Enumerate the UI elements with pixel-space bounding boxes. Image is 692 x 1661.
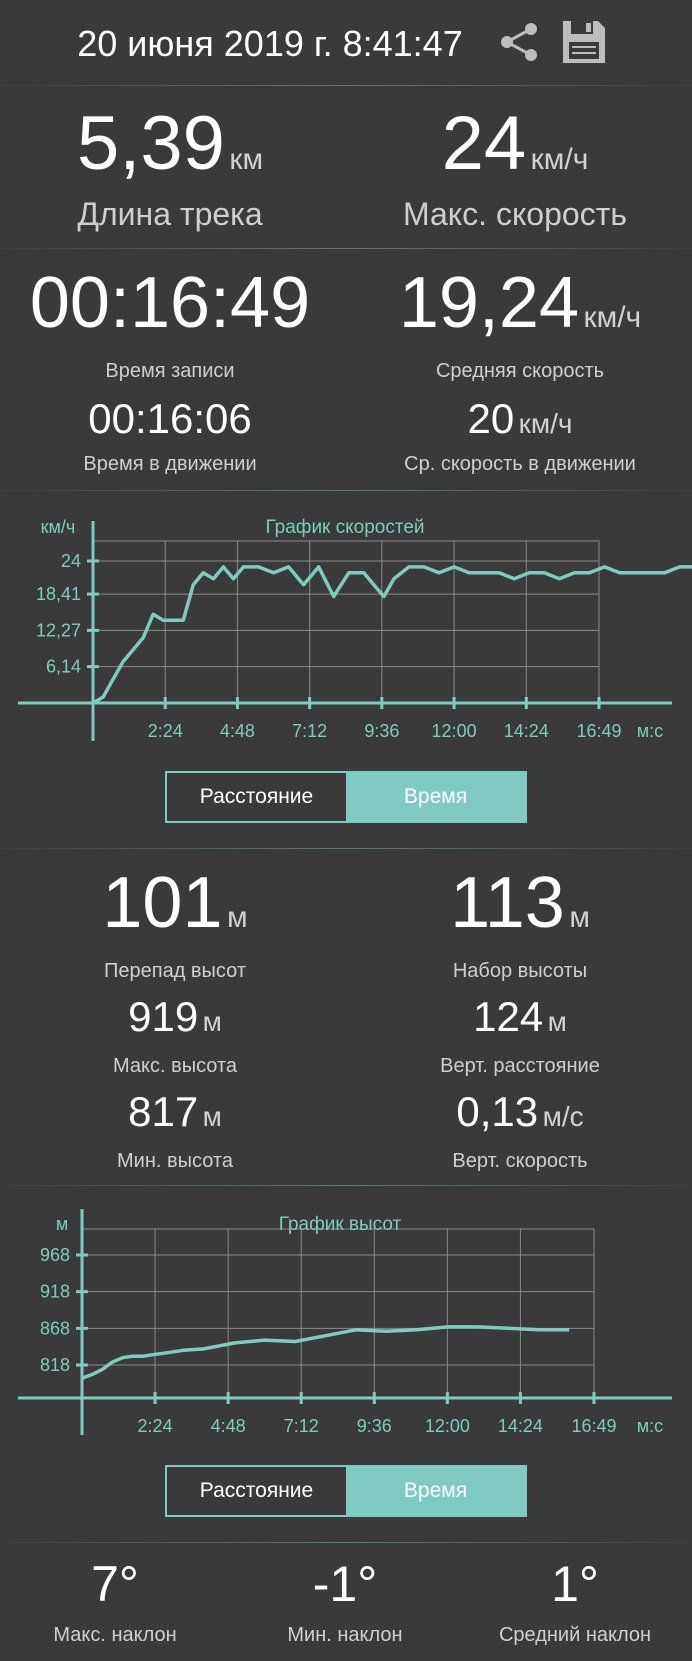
avg-speed-stat: 19,24 км/ч <box>370 262 670 344</box>
elevation-diff-label: Перепад высот <box>104 960 246 982</box>
distance-value: 5,39 <box>76 101 225 186</box>
max-slope-label: Макс. наклон <box>53 1624 177 1646</box>
min-altitude-unit: м <box>202 1101 222 1132</box>
vert-distance-unit: м <box>547 1006 567 1037</box>
elevation-diff-unit: м <box>226 901 248 934</box>
max-altitude-value: 919 <box>128 993 199 1040</box>
y-tick-label: 18,41 <box>36 584 81 604</box>
chart-series-line <box>92 565 692 705</box>
min-altitude-value: 817 <box>128 1088 199 1135</box>
x-tick-label: 16:49 <box>571 1416 616 1436</box>
x-tick-label: 12:00 <box>425 1416 470 1436</box>
max-slope-value: 7° <box>91 1556 139 1612</box>
moving-avg-speed-stat: 20 км/ч <box>370 395 670 443</box>
distance-label: Длина трека <box>77 196 263 232</box>
x-tick-label: 14:24 <box>504 721 549 741</box>
x-tick-label: 9:36 <box>357 1416 392 1436</box>
elevation-diff-stat: 101 м <box>40 862 310 944</box>
max-altitude-unit: м <box>202 1006 222 1037</box>
floppy-disk-icon[interactable] <box>560 18 608 66</box>
toggle-time-button[interactable]: Время <box>346 773 525 821</box>
divider <box>0 490 692 491</box>
elevation-gain-label: Набор высоты <box>452 960 588 982</box>
min-slope-label: Мин. наклон <box>287 1624 403 1646</box>
toggle-distance-button[interactable]: Расстояние <box>199 785 314 808</box>
avg-speed-label: Средняя скорость <box>435 360 605 382</box>
x-tick-label: 2:24 <box>138 1416 173 1436</box>
x-tick-label: 7:12 <box>284 1416 319 1436</box>
min-slope-value: -1° <box>312 1556 378 1612</box>
x-tick-label: 4:48 <box>211 1416 246 1436</box>
max-altitude-label: Макс. высота <box>112 1055 238 1077</box>
divider <box>0 1185 692 1186</box>
max-speed-value: 24 <box>441 101 527 186</box>
record-time-value: 00:16:49 <box>29 263 311 343</box>
vert-distance-value: 124 <box>473 993 544 1040</box>
x-tick-label: 2:24 <box>148 721 183 741</box>
min-altitude-label: Мин. высота <box>117 1150 233 1172</box>
y-tick-label: 918 <box>40 1282 70 1302</box>
divider <box>0 85 692 86</box>
chart-series-line <box>81 1325 570 1380</box>
toggle-distance-button[interactable]: Расстояние <box>199 1479 314 1502</box>
avg-slope-label: Средний наклон <box>498 1624 652 1646</box>
distance-unit: км <box>229 143 264 176</box>
y-tick-label: 12,27 <box>36 620 81 640</box>
x-tick-label: 4:48 <box>220 721 255 741</box>
y-tick-label: 818 <box>40 1355 70 1375</box>
max-speed-label: Макс. скорость <box>402 196 628 232</box>
avg-slope-value: 1° <box>551 1556 599 1612</box>
altitude-chart-axis-toggle: Расстояние Время <box>165 1465 527 1517</box>
speed-chart-axis-toggle: Расстояние Время <box>165 771 527 823</box>
x-tick-label: 7:12 <box>292 721 327 741</box>
y-tick-label: 6,14 <box>46 657 81 677</box>
divider <box>0 1542 692 1543</box>
distance-stat: 5,39 км <box>40 100 300 187</box>
toggle-time-button[interactable]: Время <box>346 1467 525 1515</box>
elevation-gain-stat: 113 м <box>380 862 660 944</box>
max-speed-unit: км/ч <box>530 143 589 176</box>
elevation-gain-value: 113 <box>450 863 565 943</box>
moving-avg-speed-value: 20 <box>467 395 515 442</box>
y-tick-label: 24 <box>61 551 81 571</box>
y-tick-label: 868 <box>40 1318 70 1338</box>
moving-avg-speed-label: Ср. скорость в движении <box>404 453 636 475</box>
x-tick-label: 12:00 <box>432 721 477 741</box>
avg-speed-value: 19,24 <box>398 263 579 343</box>
vert-distance-stat: 124 м <box>380 993 660 1041</box>
chart-title: График скоростей <box>265 517 424 538</box>
chart-title: График высот <box>279 1214 402 1235</box>
avg-speed-unit: км/ч <box>583 301 642 334</box>
max-altitude-stat: 919 м <box>40 993 310 1041</box>
x-tick-label: 16:49 <box>576 721 621 741</box>
divider <box>0 248 692 249</box>
moving-avg-speed-unit: км/ч <box>518 408 573 439</box>
vert-speed-label: Верт. скорость <box>452 1150 588 1172</box>
y-tick-label: 968 <box>40 1245 70 1265</box>
vert-speed-stat: 0,13 м/с <box>380 1088 660 1136</box>
x-axis-unit: м:с <box>637 1416 663 1436</box>
y-axis-unit: м <box>56 1214 68 1234</box>
x-tick-label: 14:24 <box>498 1416 543 1436</box>
min-altitude-stat: 817 м <box>40 1088 310 1136</box>
share-icon[interactable] <box>495 18 543 66</box>
altitude-chart: 2:24 4:48 7:12 9:36 12:00 14:24 16:49 968 918 868… <box>18 1209 672 1436</box>
x-axis-unit: м:с <box>637 721 663 741</box>
speed-chart: 2:24 4:48 7:12 9:36 12:00 14:24 16:49 24 18,41 12… <box>18 517 692 741</box>
x-tick-label: 9:36 <box>364 721 399 741</box>
elevation-gain-unit: м <box>569 901 590 934</box>
vert-speed-value: 0,13 <box>456 1088 539 1135</box>
max-speed-stat: 24 км/ч <box>380 100 650 187</box>
moving-time-value: 00:16:06 <box>88 395 252 442</box>
vert-distance-label: Верт. расстояние <box>440 1055 600 1077</box>
vert-speed-unit: м/с <box>542 1101 584 1132</box>
moving-time-label: Время в движении <box>83 453 257 475</box>
record-time-label: Время записи <box>105 360 235 382</box>
y-axis-unit: км/ч <box>41 517 76 537</box>
divider <box>0 848 692 849</box>
elevation-diff-value: 101 <box>102 863 223 943</box>
track-datetime: 20 июня 2019 г. 8:41:47 <box>77 23 463 64</box>
